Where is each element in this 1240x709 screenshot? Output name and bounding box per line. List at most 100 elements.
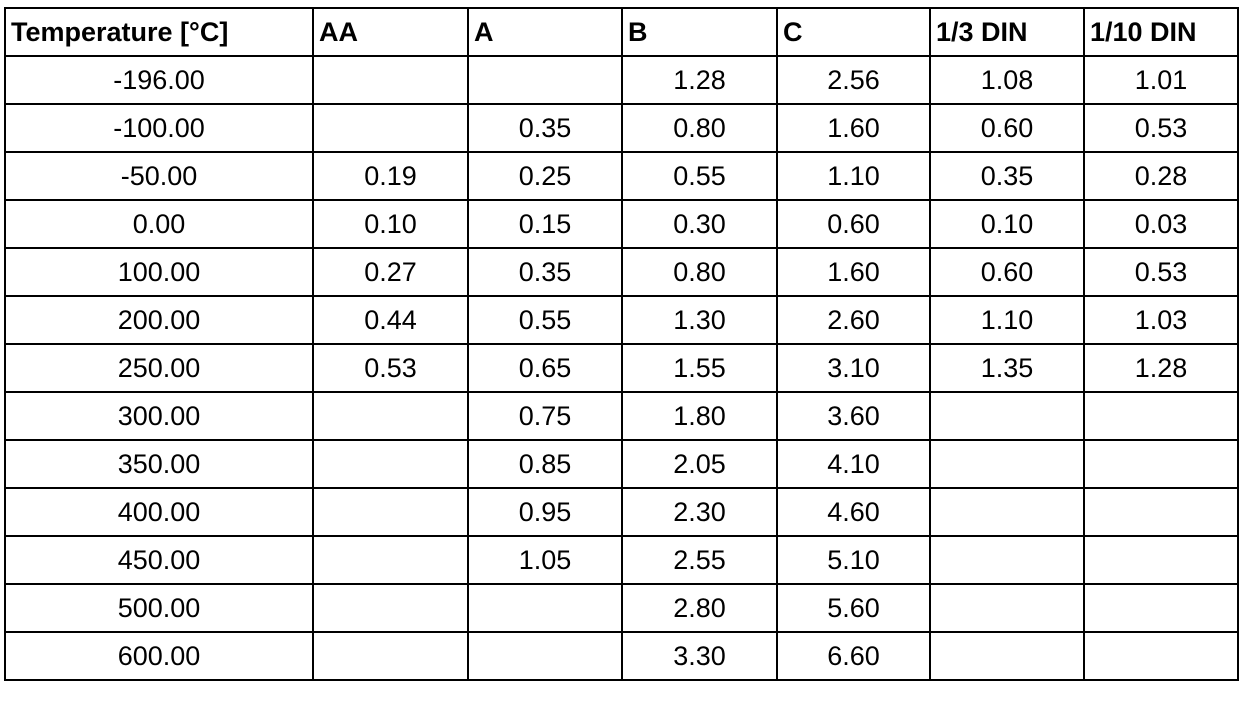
table-header: Temperature [°C] AA A B C 1/3 DIN 1/10 DIN (4, 7, 1239, 57)
table-cell: 1.28 (621, 55, 778, 105)
table-cell: 2.30 (621, 487, 778, 537)
table-cell: 1.10 (776, 151, 931, 201)
table-cell: 0.35 (929, 151, 1085, 201)
table-cell: 250.00 (4, 343, 314, 393)
header-cell: C (776, 7, 931, 57)
table-cell: 0.03 (1083, 199, 1239, 249)
table-cell: 0.19 (312, 151, 469, 201)
table-cell (1083, 439, 1239, 489)
table-cell (929, 487, 1085, 537)
table-cell (1083, 535, 1239, 585)
header-cell: 1/10 DIN (1083, 7, 1239, 57)
table-cell: 0.75 (467, 391, 623, 441)
table-row: 250.00 0.53 0.65 1.55 3.10 1.35 1.28 (4, 343, 1239, 393)
table-cell (1083, 631, 1239, 681)
table-cell: 0.80 (621, 103, 778, 153)
table-cell: 3.30 (621, 631, 778, 681)
table-cell: 0.55 (467, 295, 623, 345)
table-cell: 0.35 (467, 247, 623, 297)
table-row: 450.00 1.05 2.55 5.10 (4, 535, 1239, 585)
table-cell (312, 439, 469, 489)
table-cell: 0.28 (1083, 151, 1239, 201)
table-cell: 0.53 (1083, 247, 1239, 297)
table-cell (929, 391, 1085, 441)
table-cell: 1.01 (1083, 55, 1239, 105)
table-cell: 2.55 (621, 535, 778, 585)
table-cell: 4.10 (776, 439, 931, 489)
table-cell: 1.35 (929, 343, 1085, 393)
table-cell (467, 631, 623, 681)
table-cell (467, 55, 623, 105)
table-cell: 6.60 (776, 631, 931, 681)
table-row: 350.00 0.85 2.05 4.10 (4, 439, 1239, 489)
table-cell (312, 103, 469, 153)
header-cell: A (467, 7, 623, 57)
table-cell: 1.05 (467, 535, 623, 585)
table-cell: 1.28 (1083, 343, 1239, 393)
table-cell (1083, 583, 1239, 633)
table-cell: 2.60 (776, 295, 931, 345)
header-cell: 1/3 DIN (929, 7, 1085, 57)
table-cell: 0.15 (467, 199, 623, 249)
table-cell (929, 631, 1085, 681)
table-cell (467, 583, 623, 633)
table-cell: 1.03 (1083, 295, 1239, 345)
table-cell: 5.10 (776, 535, 931, 585)
table-cell (929, 535, 1085, 585)
table-cell: 500.00 (4, 583, 314, 633)
table-body: -196.00 1.28 2.56 1.08 1.01 -100.00 0.35 0.80 1.… (4, 55, 1239, 681)
table-cell: 1.80 (621, 391, 778, 441)
table-cell: 200.00 (4, 295, 314, 345)
table-cell: 100.00 (4, 247, 314, 297)
table-cell (312, 55, 469, 105)
table-cell: 3.60 (776, 391, 931, 441)
table-cell: 400.00 (4, 487, 314, 537)
table-row: 300.00 0.75 1.80 3.60 (4, 391, 1239, 441)
table-cell: 1.60 (776, 247, 931, 297)
table-cell: 600.00 (4, 631, 314, 681)
table-cell: 0.95 (467, 487, 623, 537)
table-cell: -50.00 (4, 151, 314, 201)
table-cell (1083, 487, 1239, 537)
table-cell (312, 583, 469, 633)
header-cell: Temperature [°C] (4, 7, 314, 57)
table-cell: 0.60 (776, 199, 931, 249)
table-cell: 450.00 (4, 535, 314, 585)
table-cell (312, 487, 469, 537)
table-cell (312, 391, 469, 441)
data-table: Temperature [°C] AA A B C 1/3 DIN 1/10 DIN -19… (4, 7, 1239, 681)
table-cell: 5.60 (776, 583, 931, 633)
table-cell (312, 535, 469, 585)
table-cell: 300.00 (4, 391, 314, 441)
table-cell: 3.10 (776, 343, 931, 393)
table-cell (929, 439, 1085, 489)
table-cell: 0.35 (467, 103, 623, 153)
table-cell: 0.60 (929, 103, 1085, 153)
table-row: 600.00 3.30 6.60 (4, 631, 1239, 681)
table-cell: 0.10 (312, 199, 469, 249)
table-cell: 0.60 (929, 247, 1085, 297)
table-cell: 2.56 (776, 55, 931, 105)
table-cell: 1.10 (929, 295, 1085, 345)
table-row: 200.00 0.44 0.55 1.30 2.60 1.10 1.03 (4, 295, 1239, 345)
table-cell: -196.00 (4, 55, 314, 105)
table-cell: 1.08 (929, 55, 1085, 105)
table-cell (312, 631, 469, 681)
table-cell: 0.30 (621, 199, 778, 249)
table-row: 0.00 0.10 0.15 0.30 0.60 0.10 0.03 (4, 199, 1239, 249)
table-cell: 0.10 (929, 199, 1085, 249)
table-cell: 0.80 (621, 247, 778, 297)
table-cell: -100.00 (4, 103, 314, 153)
table-cell: 1.55 (621, 343, 778, 393)
header-cell: B (621, 7, 778, 57)
table-cell: 0.65 (467, 343, 623, 393)
table-row: 400.00 0.95 2.30 4.60 (4, 487, 1239, 537)
table-cell: 0.25 (467, 151, 623, 201)
table-cell: 0.55 (621, 151, 778, 201)
table-cell: 0.00 (4, 199, 314, 249)
header-row: Temperature [°C] AA A B C 1/3 DIN 1/10 DIN (4, 7, 1239, 57)
header-cell: AA (312, 7, 469, 57)
table-row: -50.00 0.19 0.25 0.55 1.10 0.35 0.28 (4, 151, 1239, 201)
table-row: -196.00 1.28 2.56 1.08 1.01 (4, 55, 1239, 105)
